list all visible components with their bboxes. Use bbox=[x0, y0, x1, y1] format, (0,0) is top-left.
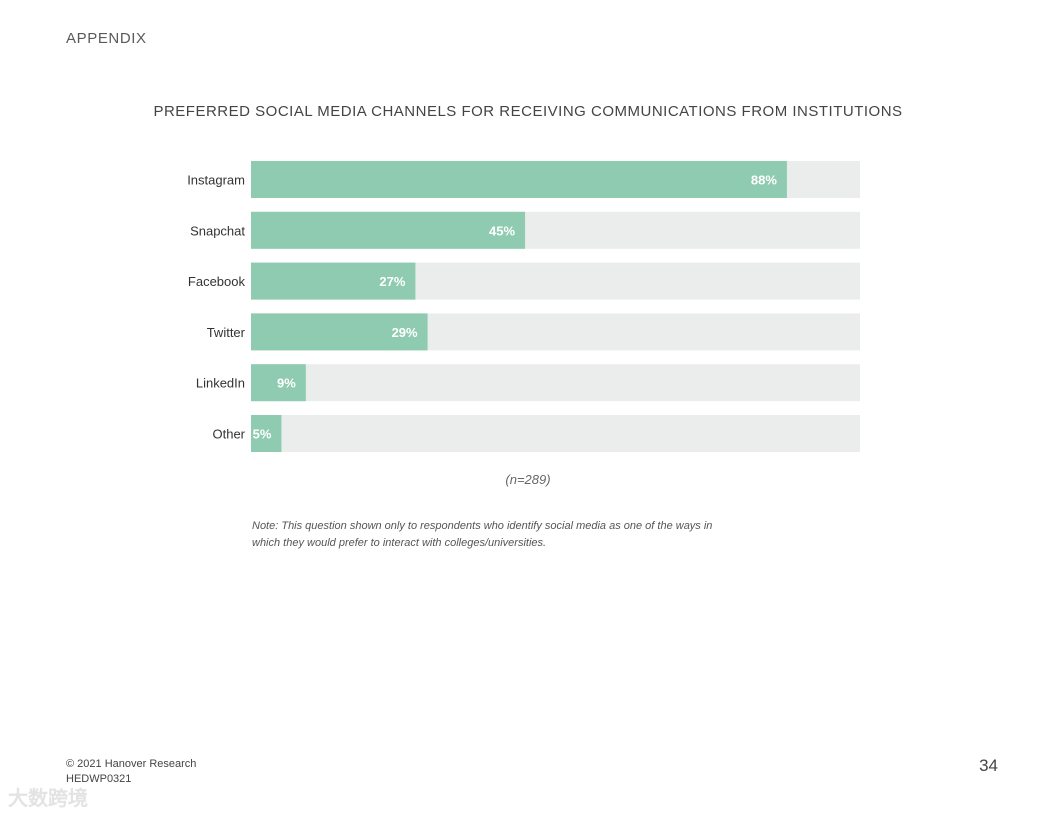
section-label: APPENDIX bbox=[66, 30, 147, 47]
category-label-snapchat: Snapchat bbox=[190, 223, 245, 238]
bar-snapchat bbox=[251, 211, 526, 249]
category-label-instagram: Instagram bbox=[187, 173, 245, 188]
document-code: HEDWP0321 bbox=[66, 773, 132, 785]
bar-instagram bbox=[251, 161, 787, 198]
chart-note: Note: This question shown only to respon… bbox=[252, 520, 713, 549]
bar-track-other bbox=[251, 415, 860, 452]
value-label-snapchat: 45% bbox=[489, 223, 515, 238]
category-label-twitter: Twitter bbox=[207, 325, 246, 340]
bar-twitter bbox=[251, 313, 428, 351]
bar-other bbox=[251, 415, 282, 452]
category-label-other: Other bbox=[212, 427, 245, 442]
copyright: © 2021 Hanover Research bbox=[66, 758, 197, 770]
chart-title: PREFERRED SOCIAL MEDIA CHANNELS FOR RECE… bbox=[153, 103, 903, 120]
bar-linkedin bbox=[251, 364, 306, 402]
sample-size-label: (n=289) bbox=[505, 472, 551, 487]
value-label-facebook: 27% bbox=[379, 274, 405, 289]
bar-track-linkedin bbox=[251, 364, 860, 402]
bar-facebook bbox=[251, 262, 416, 300]
value-label-other: 5% bbox=[253, 427, 272, 442]
category-label-facebook: Facebook bbox=[188, 274, 246, 289]
value-label-twitter: 29% bbox=[392, 325, 418, 340]
category-label-linkedin: LinkedIn bbox=[196, 376, 245, 391]
value-label-instagram: 88% bbox=[751, 173, 777, 188]
value-label-linkedin: 9% bbox=[277, 376, 296, 391]
page-number: 34 bbox=[979, 756, 998, 775]
watermark-logo: 大数跨境 bbox=[8, 786, 88, 810]
